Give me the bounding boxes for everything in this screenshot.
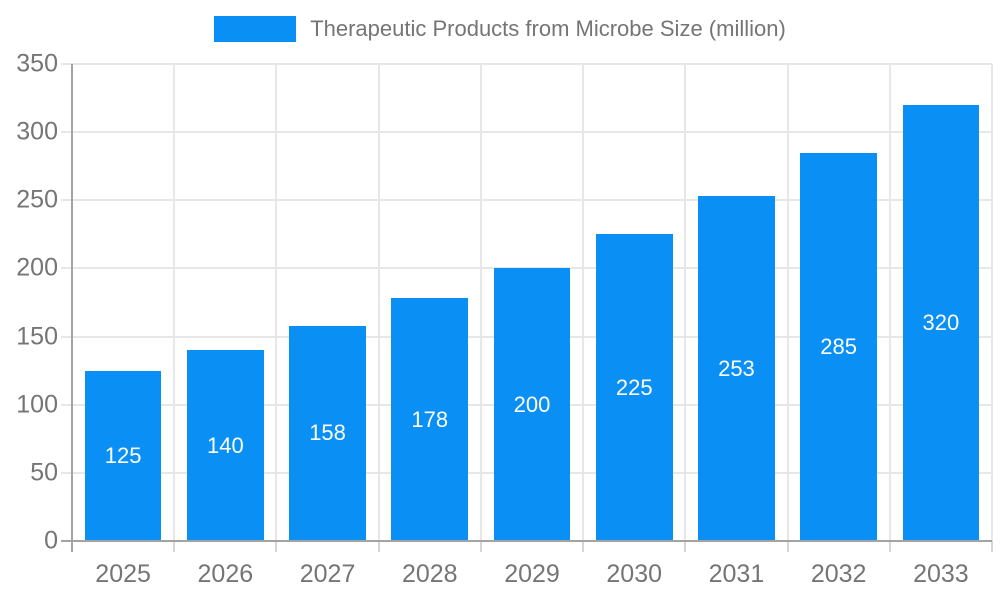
- y-axis-tick-label: 50: [30, 458, 58, 487]
- bar-2032: [800, 152, 877, 541]
- bar-value-label: 200: [513, 391, 551, 417]
- bar-2031: [698, 196, 775, 541]
- bar-2033: [902, 104, 980, 541]
- bar-value-label: 140: [206, 432, 244, 458]
- gridline-vertical: [582, 64, 585, 541]
- legend-swatch: [214, 16, 297, 43]
- gridline-vertical: [684, 64, 687, 541]
- x-axis-tick-label: 2028: [401, 560, 458, 588]
- x-axis-tick: [786, 541, 789, 552]
- gridline-vertical: [786, 64, 789, 541]
- gridline-horizontal: [61, 199, 992, 202]
- bar-value-label: 125: [104, 442, 142, 468]
- gridline-vertical: [173, 64, 176, 541]
- bar-value-label: 158: [309, 420, 346, 446]
- bar-value-label: 285: [820, 333, 858, 359]
- x-axis-tick: [173, 541, 176, 552]
- x-axis-tick-label: 2033: [913, 560, 969, 588]
- legend: Therapeutic Products from Microbe Size (…: [0, 16, 1000, 43]
- bar-value-label: 320: [922, 309, 960, 335]
- bar-value-label: 225: [615, 374, 653, 400]
- x-axis-line: [61, 540, 992, 542]
- y-axis-tick-label: 100: [16, 390, 58, 419]
- y-axis-tick-label: 350: [16, 49, 58, 78]
- bar-2030: [595, 234, 673, 541]
- x-axis-tick: [991, 541, 993, 552]
- y-axis-tick-label: 150: [16, 322, 58, 351]
- y-axis-tick-label: 250: [16, 185, 58, 214]
- x-axis-tick-label: 2032: [810, 560, 867, 588]
- x-axis-tick-label: 2030: [606, 560, 663, 588]
- gridline-vertical: [888, 64, 891, 541]
- x-axis-tick-label: 2026: [197, 560, 254, 588]
- plot-area: 125 140 158 178 200 225 253 285 320: [61, 63, 993, 552]
- y-axis-tick-label: 300: [16, 117, 58, 146]
- gridline-horizontal: [61, 131, 992, 134]
- x-axis-tick-label: 2027: [299, 560, 356, 588]
- x-axis-tick-label: 2025: [95, 560, 151, 588]
- x-axis-tick-label: 2029: [504, 560, 560, 588]
- bar-value-label: 253: [718, 355, 755, 381]
- bar-2028: [391, 298, 469, 541]
- x-axis-tick: [888, 541, 891, 552]
- bar-2026: [187, 350, 264, 541]
- legend-label: Therapeutic Products from Microbe Size (…: [310, 16, 786, 41]
- bar-value-label: 178: [411, 406, 449, 432]
- x-axis-tick: [377, 541, 380, 552]
- x-axis-tick: [684, 541, 687, 552]
- y-axis-tick-label: 200: [16, 253, 58, 282]
- x-axis-tick: [582, 541, 585, 552]
- bar-2025: [84, 370, 162, 541]
- gridline-vertical: [479, 64, 482, 541]
- bar-2029: [493, 268, 571, 541]
- gridline-vertical: [991, 64, 993, 541]
- gridline-vertical: [275, 64, 278, 541]
- x-axis-tick: [275, 541, 278, 552]
- x-axis-tick-label: 2031: [708, 560, 765, 588]
- x-axis-tick: [479, 541, 482, 552]
- bar-2027: [289, 325, 366, 541]
- gridline-vertical: [377, 64, 380, 541]
- gridline-horizontal: [61, 63, 992, 65]
- y-axis-tick-label: 0: [44, 526, 58, 555]
- y-axis-line: [71, 64, 73, 552]
